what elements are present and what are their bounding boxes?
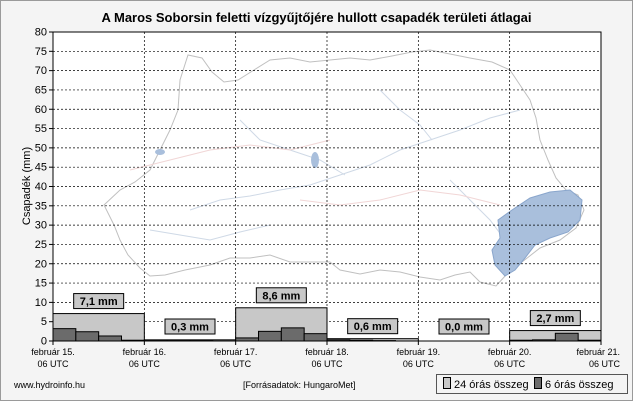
data-label-box — [529, 310, 581, 327]
lake-2 — [155, 149, 165, 155]
x-tick-label: február 15. — [31, 347, 75, 357]
x-tick-sublabel: 06 UTC — [494, 359, 526, 369]
bar-6h — [554, 332, 579, 342]
x-tick-sublabel: 06 UTC — [37, 359, 69, 369]
legend-item-24h: 24 órás összeg — [443, 377, 529, 391]
y-tick-label: 30 — [35, 220, 47, 232]
legend-item-6h: 6 órás összeg — [534, 377, 613, 391]
data-labels: 7,1 mm 0,3 mm 8,6 mm 0,6 mm 0,0 mm 2,7 mm — [73, 287, 581, 335]
road-1 — [129, 139, 331, 171]
y-axis-label: Csapadék (mm) — [21, 147, 33, 225]
data-label-box — [347, 318, 399, 335]
grid — [53, 32, 601, 341]
x-tick-label: február 16. — [123, 347, 167, 357]
bar-6h — [235, 337, 260, 342]
data-label: 0,6 mm — [354, 321, 392, 333]
y-tick-label: 65 — [35, 84, 47, 96]
data-label: 0,3 mm — [171, 322, 209, 334]
y-tick-label: 45 — [35, 162, 47, 174]
bar-6h — [349, 339, 374, 342]
x-axis: február 15. 06 UTC február 16. 06 UTC februá… — [31, 341, 620, 369]
bar-6h — [52, 328, 77, 342]
river-branch-4 — [149, 224, 271, 241]
data-label: 8,6 mm — [262, 290, 300, 302]
y-tick-label: 25 — [35, 239, 47, 251]
bar-6h — [577, 339, 602, 342]
bar-6h — [326, 339, 351, 342]
basin-outline — [103, 49, 585, 287]
legend-swatch-6h — [534, 377, 542, 389]
bar-6h — [280, 327, 305, 342]
chart-title: A Maros Soborsin feletti vízgyűjtőjére h… — [101, 10, 532, 25]
x-tick-sublabel: 06 UTC — [129, 359, 161, 369]
river-main — [189, 109, 521, 211]
data-label-box — [438, 318, 490, 335]
x-tick-label: február 19. — [397, 347, 441, 357]
legend-label-6h: 6 órás összeg — [545, 379, 614, 391]
data-label-box — [73, 293, 125, 310]
y-tick-label: 35 — [35, 200, 47, 212]
footer-source: [Forrásadatok: HungaroMet] — [243, 380, 356, 390]
y-tick-label: 50 — [35, 142, 47, 154]
legend: 24 órás összeg 6 órás összeg — [436, 374, 628, 394]
x-tick-label: február 18. — [305, 347, 349, 357]
basin-map — [103, 49, 585, 287]
x-tick-sublabel: 06 UTC — [589, 359, 621, 369]
bar-6h — [75, 331, 100, 342]
y-tick-label: 20 — [35, 258, 47, 270]
y-tick-label: 70 — [35, 65, 47, 77]
x-tick-label: február 20. — [488, 347, 532, 357]
y-tick-label: 10 — [35, 297, 47, 309]
road-2 — [299, 189, 501, 206]
y-axis: 0 5 10 15 20 25 30 35 40 45 50 55 60 65 70 75 80 — [35, 27, 53, 348]
river-branch-3 — [449, 179, 506, 241]
x-tick-sublabel: 06 UTC — [311, 359, 343, 369]
legend-label-24h: 24 órás összeg — [454, 379, 529, 391]
x-tick-sublabel: 06 UTC — [220, 359, 252, 369]
bar-6h — [258, 330, 282, 342]
subbasin — [491, 189, 583, 277]
y-tick-label: 60 — [35, 104, 47, 116]
legend-swatch-24h — [443, 377, 451, 389]
y-tick-label: 75 — [35, 46, 47, 58]
lake-1 — [311, 152, 319, 168]
data-label: 2,7 mm — [536, 313, 574, 325]
river-branch-2 — [379, 89, 433, 141]
y-tick-label: 80 — [35, 27, 47, 39]
bar-6h — [121, 339, 145, 342]
data-label-box — [164, 318, 216, 335]
bar-6h — [98, 335, 122, 342]
data-label-box — [255, 287, 307, 304]
y-tick-label: 40 — [35, 181, 47, 193]
y-tick-label: 55 — [35, 123, 47, 135]
bar-6h — [303, 333, 328, 342]
data-label: 0,0 mm — [445, 322, 483, 334]
x-tick-label: február 21. — [576, 347, 620, 357]
footer-website: www.hydroinfo.hu — [14, 380, 86, 390]
y-tick-label: 15 — [35, 278, 47, 290]
bar-6h — [509, 339, 533, 342]
x-tick-label: február 17. — [214, 347, 258, 357]
bar-6h — [532, 339, 556, 342]
y-tick-label: 0 — [41, 336, 47, 348]
x-tick-sublabel: 06 UTC — [403, 359, 435, 369]
data-label: 7,1 mm — [80, 296, 118, 308]
y-tick-label: 5 — [41, 316, 47, 328]
bars — [52, 307, 602, 342]
